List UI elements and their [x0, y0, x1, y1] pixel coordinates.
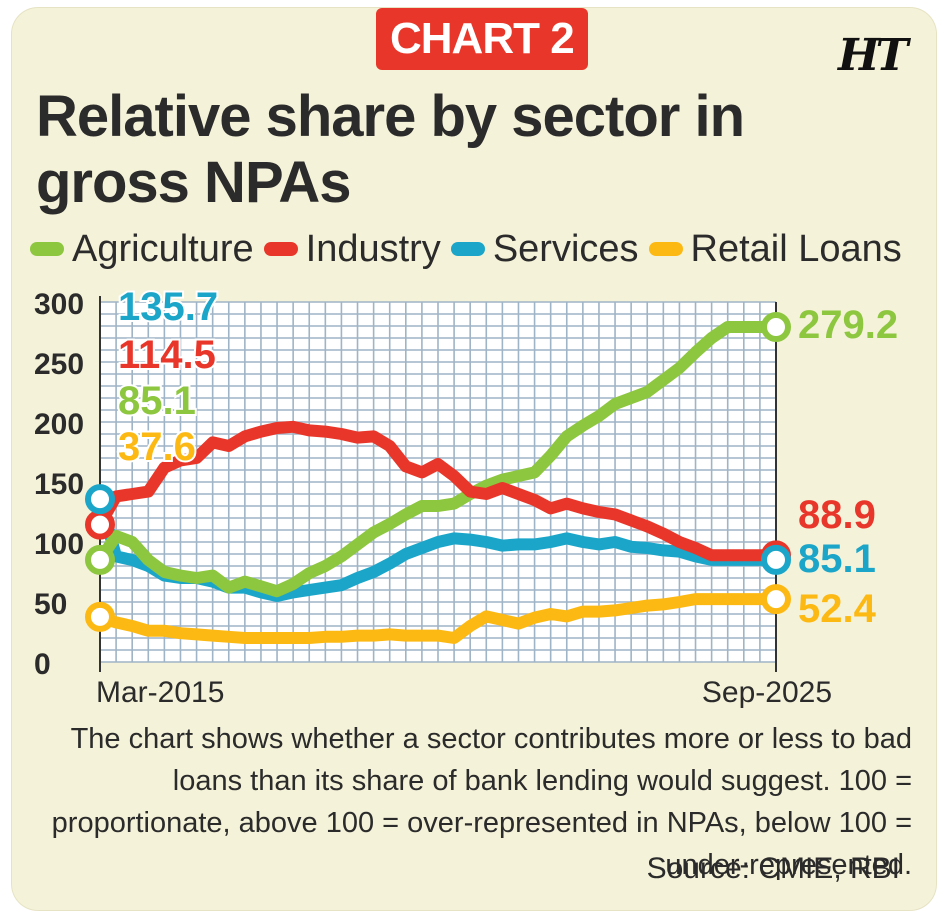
legend: Agriculture Industry Services Retail Loa… [30, 226, 912, 272]
start-marker-industry [85, 509, 115, 540]
end-value-label: 85.1 [798, 537, 876, 581]
x-tick-label: Mar-2015 [96, 676, 224, 709]
chart-caption: The chart shows whether a sector contrib… [51, 723, 912, 881]
legend-label-services: Services [492, 227, 639, 270]
y-tick-label: 50 [34, 588, 67, 621]
legend-label-agriculture: Agriculture [72, 227, 254, 270]
legend-item-agriculture: Agriculture [30, 228, 254, 271]
series-line-agriculture [94, 321, 782, 598]
legend-item-services: Services [450, 227, 639, 271]
chart-badge: CHART 2 [376, 8, 588, 70]
start-marker-retail-loans [85, 601, 115, 632]
ht-logo: HT [838, 30, 908, 81]
end-value-label: 52.4 [798, 587, 877, 631]
legend-label-retail: Retail Loans [690, 227, 902, 270]
legend-label-industry: Industry [305, 227, 441, 270]
y-tick-label: 150 [34, 468, 84, 501]
start-value-label: 85.1 [118, 379, 196, 423]
chart-title: Relative share by sector in gross NPAs [36, 84, 745, 215]
series-line-industry [94, 420, 782, 562]
start-marker-agriculture [85, 544, 115, 575]
x-tick-label: Sep-2025 [702, 676, 832, 709]
y-tick-label: 0 [34, 648, 51, 681]
legend-swatch-services [450, 242, 485, 256]
chart-source: Source: CMIE, RBI [646, 852, 900, 885]
y-tick-label: 250 [34, 348, 84, 381]
end-marker-agriculture [761, 311, 791, 342]
legend-swatch-retail [648, 242, 683, 256]
start-value-label: 114.5 [118, 333, 216, 377]
end-marker-services [761, 544, 791, 575]
y-tick-label: 100 [34, 528, 84, 561]
end-value-label: 279.2 [798, 303, 898, 347]
end-value-label: 88.9 [798, 493, 876, 537]
y-tick-label: 300 [34, 288, 84, 321]
legend-swatch-agriculture [30, 242, 64, 256]
start-value-label: 37.6 [118, 425, 196, 469]
legend-item-retail: Retail Loans [648, 227, 902, 271]
end-marker-retail-loans [761, 584, 791, 615]
legend-swatch-industry [263, 242, 298, 256]
start-value-label: 135.7 [118, 285, 218, 329]
start-marker-services [85, 484, 115, 515]
legend-item-industry: Industry [263, 227, 441, 271]
series-line-retail-loans [94, 593, 782, 644]
y-tick-label: 200 [34, 408, 84, 441]
